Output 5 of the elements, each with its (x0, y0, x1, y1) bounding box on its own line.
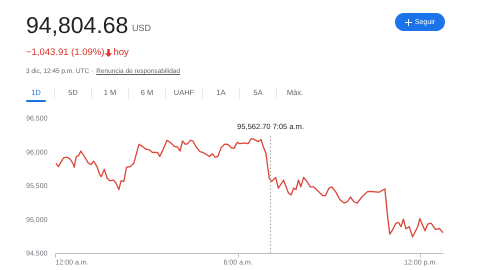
text: USD (132, 23, 152, 33)
text: hoy (113, 47, 129, 58)
chart-title: 94,804.68 (26, 12, 128, 39)
line-series (55, 138, 444, 238)
text: −1,043.91 (1.09%) (26, 47, 104, 58)
